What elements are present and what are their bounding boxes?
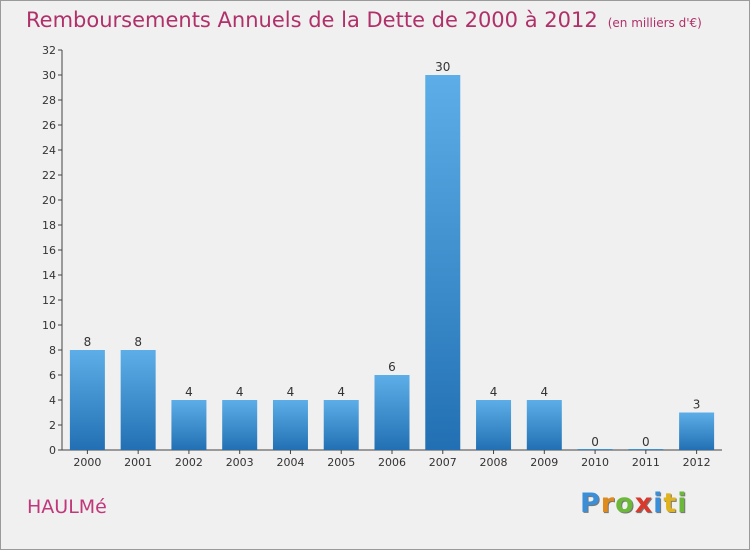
y-tick-label: 30	[42, 69, 56, 82]
bar-2009	[526, 400, 562, 450]
y-tick-label: 28	[42, 94, 56, 107]
bar-2001	[120, 350, 156, 450]
bar-2008	[476, 400, 512, 450]
chart-subtitle: (en milliers d'€)	[607, 16, 702, 30]
x-tick-label: 2008	[480, 456, 508, 469]
data-label-2000: 8	[84, 335, 92, 349]
data-label-2010: 0	[591, 435, 599, 449]
logo-letter: x	[634, 488, 654, 519]
x-tick-label: 2002	[175, 456, 203, 469]
bar-2007	[425, 75, 461, 450]
y-tick-label: 6	[49, 369, 56, 382]
data-label-2002: 4	[185, 385, 193, 399]
bar-2012	[679, 412, 715, 450]
bar-2000	[69, 350, 105, 450]
data-label-2008: 4	[490, 385, 498, 399]
x-tick-label: 2012	[683, 456, 711, 469]
logo-letter: o	[615, 488, 635, 519]
bar-2011	[628, 449, 664, 450]
y-tick-label: 32	[42, 44, 56, 57]
y-tick-label: 2	[49, 419, 56, 432]
bar-2002	[171, 400, 207, 450]
x-tick-label: 2007	[429, 456, 457, 469]
x-tick-label: 2001	[124, 456, 152, 469]
chart-title: Remboursements Annuels de la Dette de 20…	[26, 8, 702, 32]
data-label-2007: 30	[435, 60, 450, 74]
y-tick-label: 12	[42, 294, 56, 307]
x-tick-label: 2009	[530, 456, 558, 469]
chart-title-text: Remboursements Annuels de la Dette de 20…	[26, 8, 598, 32]
y-tick-label: 14	[42, 269, 56, 282]
x-tick-label: 2000	[73, 456, 101, 469]
logo-letter: P	[580, 488, 601, 519]
y-tick-label: 18	[42, 219, 56, 232]
bar-2006	[374, 375, 410, 450]
y-tick-label: 10	[42, 319, 56, 332]
data-label-2012: 3	[693, 398, 701, 412]
x-tick-label: 2003	[226, 456, 254, 469]
data-label-2006: 6	[388, 360, 396, 374]
data-label-2011: 0	[642, 435, 650, 449]
logo-letter: i	[653, 488, 664, 519]
bar-2003	[222, 400, 258, 450]
y-tick-label: 26	[42, 119, 56, 132]
data-label-2004: 4	[287, 385, 295, 399]
data-label-2003: 4	[236, 385, 244, 399]
x-tick-label: 2004	[276, 456, 304, 469]
data-label-2001: 8	[134, 335, 142, 349]
y-tick-label: 16	[42, 244, 56, 257]
commune-name: HAULMé	[27, 496, 107, 518]
y-tick-label: 4	[49, 394, 56, 407]
y-tick-label: 24	[42, 144, 56, 157]
data-label-2009: 4	[540, 385, 548, 399]
logo-letter: r	[600, 488, 616, 519]
data-label-2005: 4	[337, 385, 345, 399]
y-tick-label: 20	[42, 194, 56, 207]
y-tick-label: 22	[42, 169, 56, 182]
x-tick-label: 2005	[327, 456, 355, 469]
y-tick-label: 0	[49, 444, 56, 457]
bar-2010	[577, 449, 613, 450]
x-tick-label: 2010	[581, 456, 609, 469]
y-tick-label: 8	[49, 344, 56, 357]
logo-letter: i	[677, 488, 688, 519]
x-tick-label: 2011	[632, 456, 660, 469]
proxiti-logo: Proxiti	[580, 488, 688, 519]
bar-2005	[323, 400, 359, 450]
logo-letter: t	[663, 488, 678, 519]
x-tick-label: 2006	[378, 456, 406, 469]
bar-2004	[272, 400, 308, 450]
